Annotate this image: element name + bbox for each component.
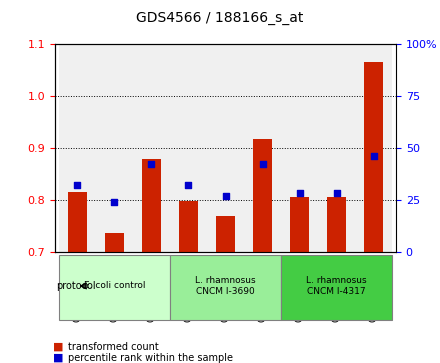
Text: GDS4566 / 188166_s_at: GDS4566 / 188166_s_at <box>136 11 304 25</box>
Bar <box>68 192 87 252</box>
Text: ■: ■ <box>53 342 63 352</box>
FancyBboxPatch shape <box>170 255 281 319</box>
Text: percentile rank within the sample: percentile rank within the sample <box>68 352 233 363</box>
Text: protocol: protocol <box>56 281 95 291</box>
Bar <box>364 62 383 252</box>
Text: L. rhamnosus
CNCM I-3690: L. rhamnosus CNCM I-3690 <box>195 276 256 295</box>
FancyBboxPatch shape <box>59 255 170 319</box>
Bar <box>142 159 161 252</box>
Text: L. rhamnosus
CNCM I-4317: L. rhamnosus CNCM I-4317 <box>306 276 367 295</box>
Point <box>259 162 266 167</box>
Bar <box>96 44 133 252</box>
Bar <box>207 44 244 252</box>
Point <box>148 162 155 167</box>
Point <box>333 191 340 196</box>
Point <box>222 193 229 199</box>
Point <box>185 182 192 188</box>
Point <box>74 182 81 188</box>
FancyBboxPatch shape <box>281 255 392 319</box>
Bar <box>244 44 281 252</box>
Text: ■: ■ <box>53 352 63 363</box>
Bar <box>59 44 96 252</box>
Text: transformed count: transformed count <box>68 342 159 352</box>
Point <box>111 199 118 205</box>
Bar <box>216 216 235 252</box>
Bar <box>105 233 124 252</box>
Bar <box>290 197 309 252</box>
Bar <box>327 197 346 252</box>
Point <box>296 191 303 196</box>
Bar <box>281 44 318 252</box>
Bar <box>170 44 207 252</box>
Bar <box>179 201 198 252</box>
Point <box>370 153 377 159</box>
Bar <box>318 44 355 252</box>
Bar <box>133 44 170 252</box>
Bar <box>253 139 272 252</box>
Bar <box>355 44 392 252</box>
Text: E. coli control: E. coli control <box>84 281 145 290</box>
